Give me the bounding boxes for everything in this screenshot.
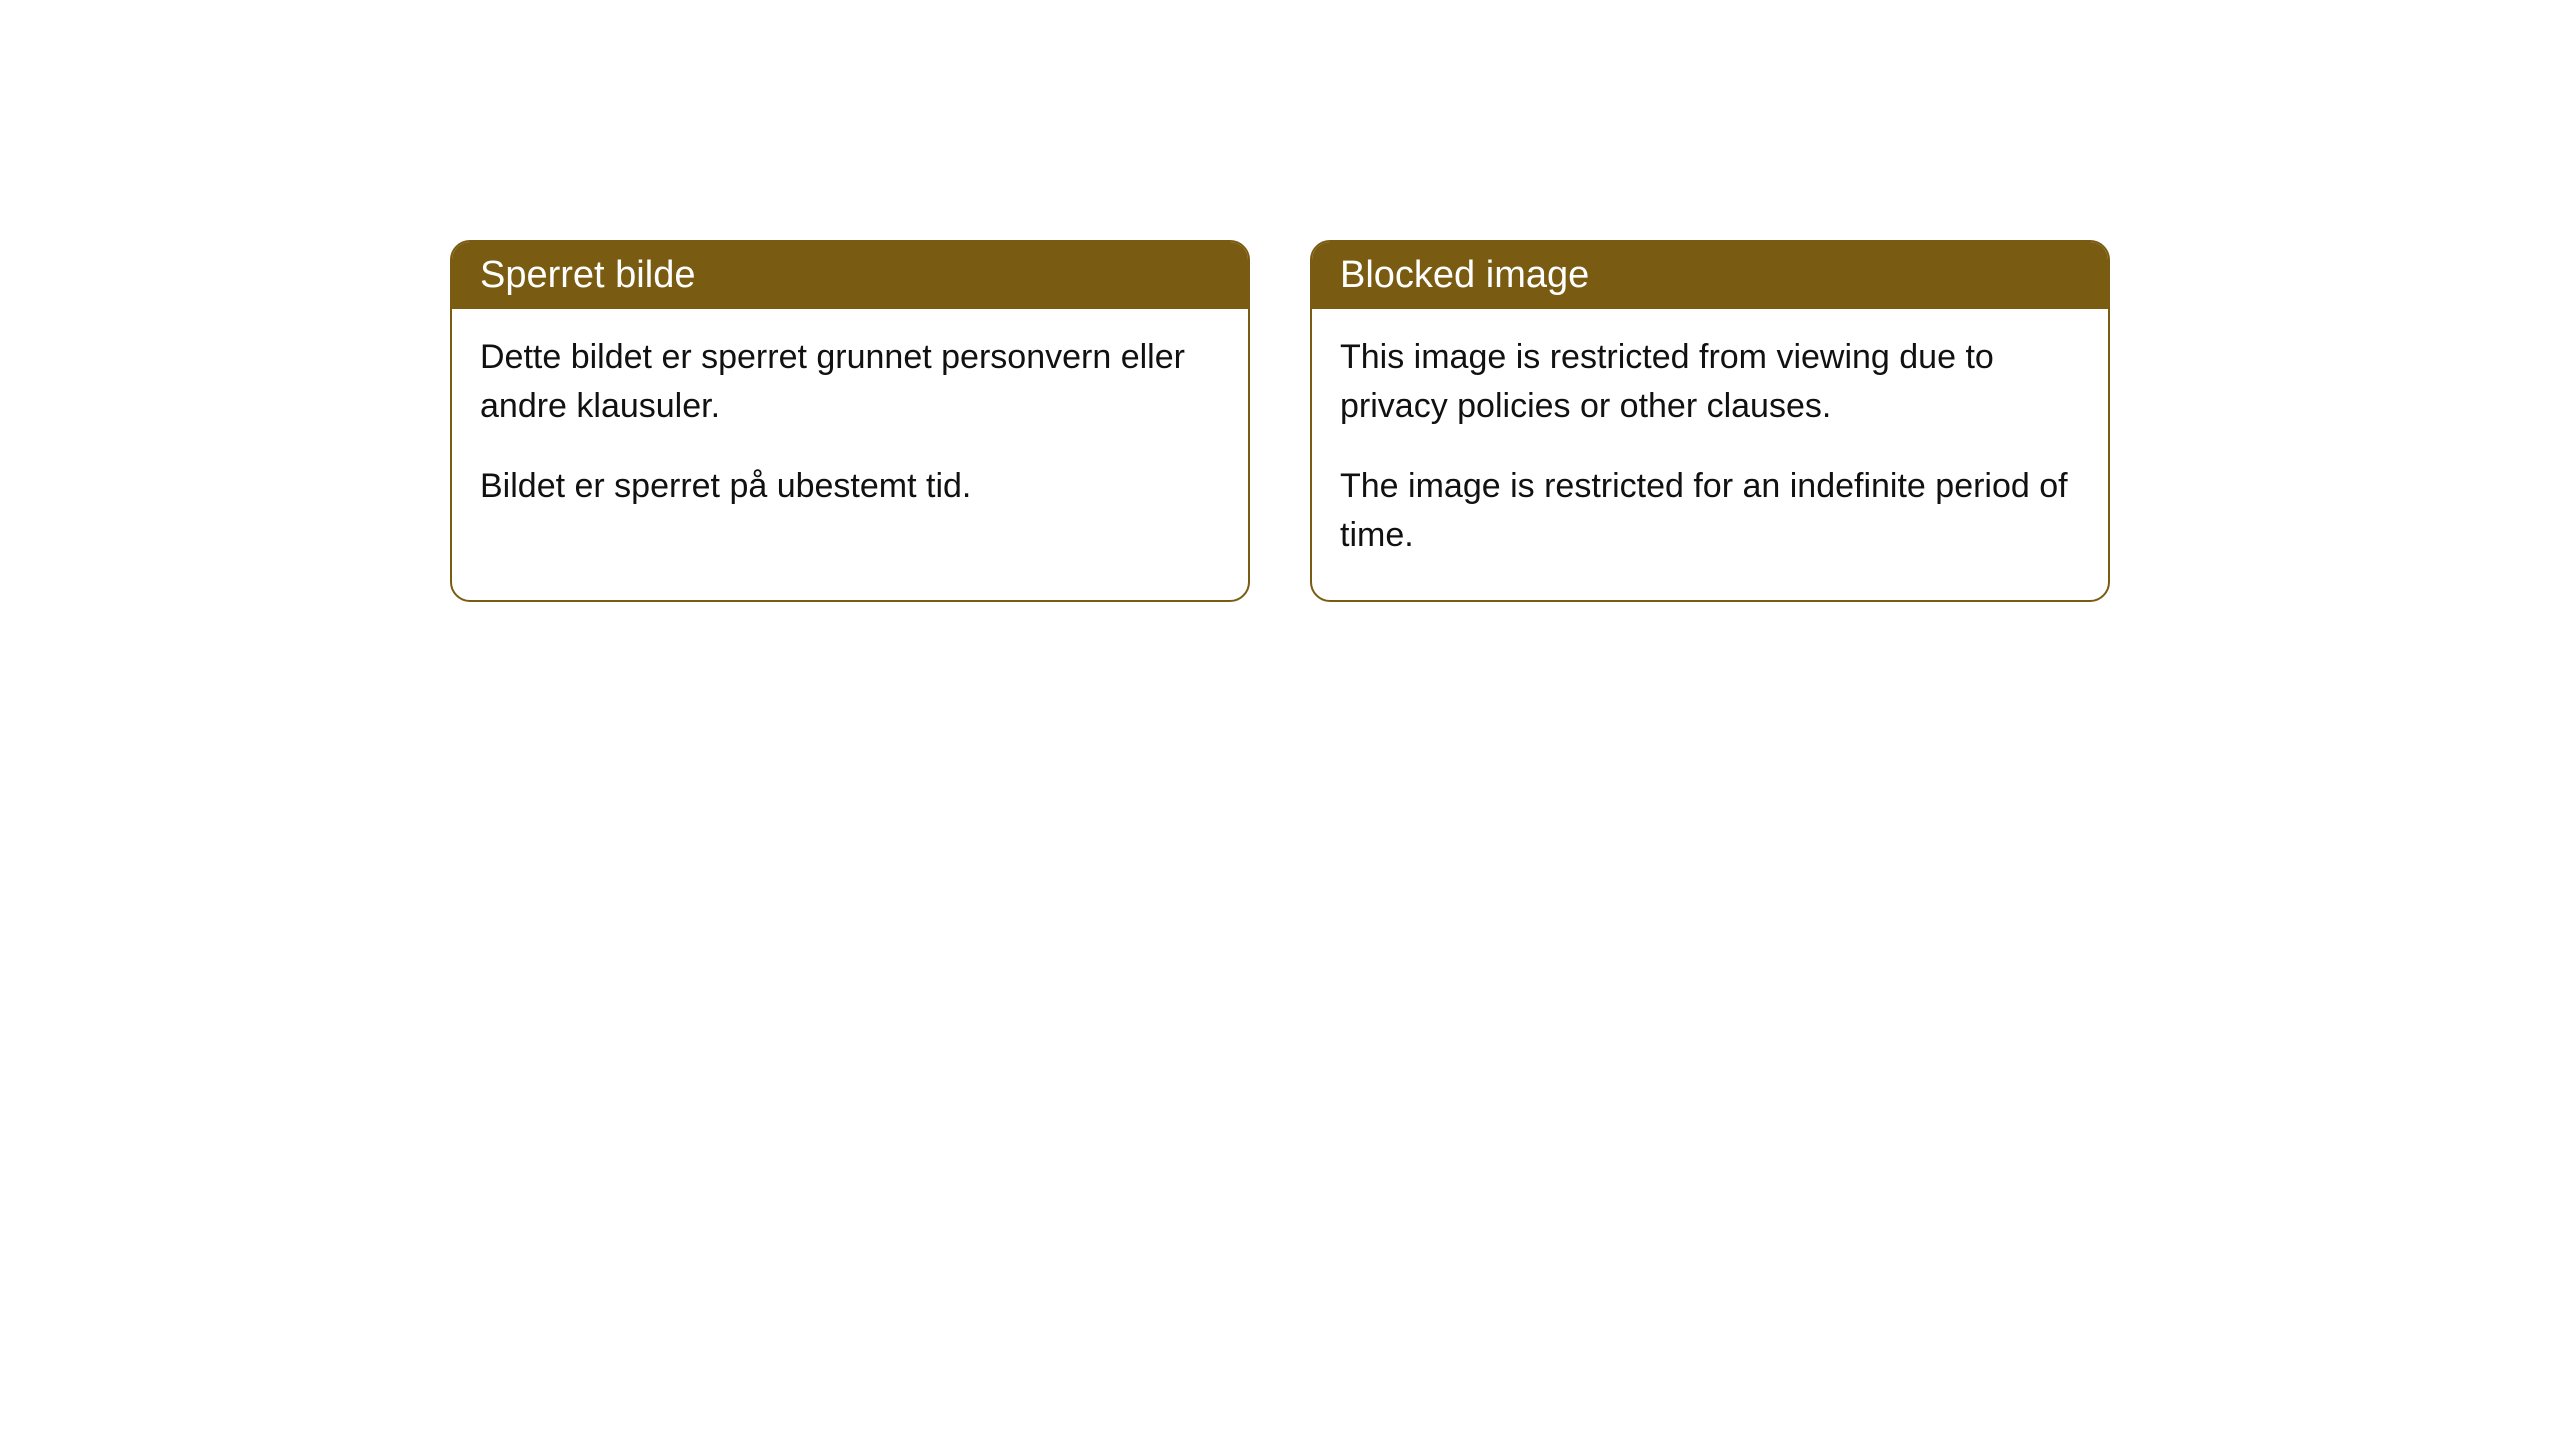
- card-paragraph: Dette bildet er sperret grunnet personve…: [480, 333, 1220, 432]
- cards-container: Sperret bilde Dette bildet er sperret gr…: [450, 240, 2560, 602]
- card-paragraph: Bildet er sperret på ubestemt tid.: [480, 462, 1220, 511]
- card-header: Sperret bilde: [452, 242, 1248, 309]
- card-title: Sperret bilde: [480, 254, 695, 296]
- blocked-image-card-no: Sperret bilde Dette bildet er sperret gr…: [450, 240, 1250, 602]
- card-body: Dette bildet er sperret grunnet personve…: [452, 309, 1248, 551]
- card-header: Blocked image: [1312, 242, 2108, 309]
- blocked-image-card-en: Blocked image This image is restricted f…: [1310, 240, 2110, 602]
- card-title: Blocked image: [1340, 254, 1589, 296]
- card-body: This image is restricted from viewing du…: [1312, 309, 2108, 600]
- card-paragraph: This image is restricted from viewing du…: [1340, 333, 2080, 432]
- card-paragraph: The image is restricted for an indefinit…: [1340, 462, 2080, 561]
